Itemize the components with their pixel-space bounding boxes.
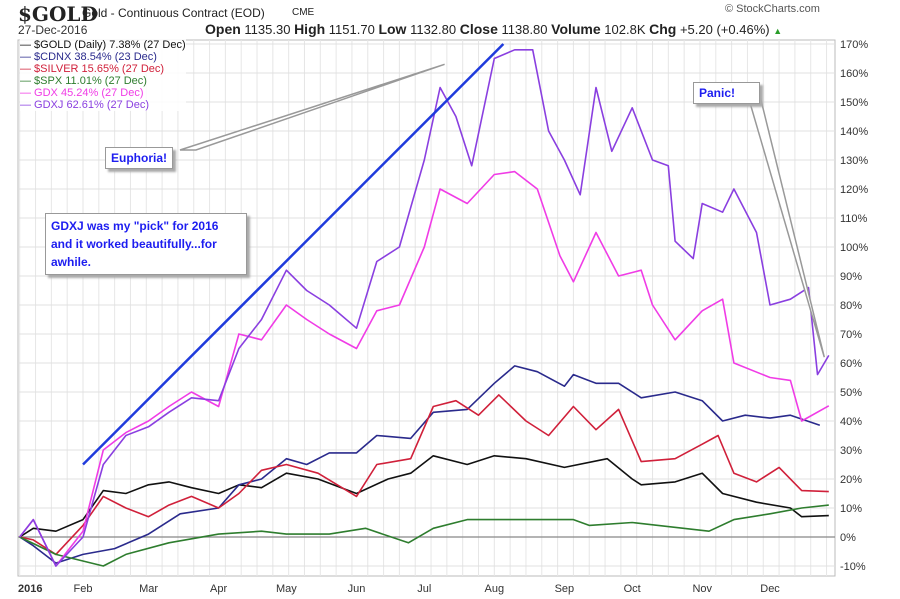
series-line-spx	[19, 504, 829, 567]
series-line-gdx	[19, 170, 830, 567]
y-tick-label: 150%	[840, 97, 868, 109]
x-tick-label: Jul	[417, 583, 431, 595]
open-label: Open	[205, 21, 241, 37]
callout-pointer-euphoria	[179, 63, 445, 151]
high-label: High	[294, 21, 326, 37]
y-tick-label: 30%	[840, 445, 862, 457]
high-value: 1151.70	[328, 22, 375, 37]
x-tick-label: Aug	[485, 583, 505, 595]
y-tick-label: 80%	[840, 300, 862, 312]
y-tick-label: 40%	[840, 416, 862, 428]
x-tick-label: May	[276, 583, 297, 595]
y-tick-label: 20%	[840, 474, 862, 486]
quote-date: 27-Dec-2016	[18, 23, 88, 37]
brand-watermark: © StockCharts.com	[725, 3, 820, 15]
x-tick-label: Jun	[348, 583, 366, 595]
series-line-silver	[19, 394, 829, 556]
legend: — $GOLD (Daily) 7.38% (27 Dec) — $CDNX 38…	[20, 39, 186, 111]
callout-gdxj-pick: GDXJ was my "pick" for 2016 and it worke…	[45, 213, 247, 275]
y-tick-label: 60%	[840, 358, 862, 370]
series-line-cdnx	[19, 365, 821, 564]
y-tick-label: 120%	[840, 184, 868, 196]
symbol: $GOLD	[18, 2, 98, 26]
legend-item: — $CDNX 38.54% (23 Dec)	[20, 51, 157, 63]
legend-item: — $GOLD (Daily) 7.38% (27 Dec)	[20, 39, 186, 51]
ohlc-bar: Open 1135.30 High 1151.70 Low 1132.80 Cl…	[205, 21, 782, 37]
description: Gold - Continuous Contract (EOD)	[82, 6, 265, 20]
legend-item: — GDXJ 62.61% (27 Dec)	[20, 99, 149, 111]
y-tick-label: 70%	[840, 329, 862, 341]
series-line-gold	[19, 455, 829, 538]
legend-item: — $SILVER 15.65% (27 Dec)	[20, 63, 165, 75]
y-tick-label: 130%	[840, 155, 868, 167]
low-value: 1132.80	[410, 22, 457, 37]
y-tick-label: 0%	[840, 532, 856, 544]
x-tick-label: Sep	[555, 583, 575, 595]
x-tick-label: Dec	[760, 583, 780, 595]
y-tick-label: 140%	[840, 126, 868, 138]
legend-item: — GDX 45.24% (27 Dec)	[20, 87, 144, 99]
volume-label: Volume	[551, 21, 601, 37]
close-label: Close	[459, 21, 498, 37]
chg-label: Chg	[649, 21, 677, 37]
y-tick-label: 160%	[840, 68, 868, 80]
plot-area	[17, 39, 836, 577]
exchange: CME	[292, 7, 315, 18]
x-tick-label: Apr	[210, 583, 227, 595]
trendline	[82, 43, 505, 466]
y-tick-label: 90%	[840, 271, 862, 283]
y-tick-label: 110%	[840, 213, 868, 225]
close-value: 1138.80	[501, 22, 548, 37]
y-tick-label: 50%	[840, 387, 862, 399]
up-triangle-icon: ▲	[773, 26, 783, 36]
x-tick-label: 2016	[18, 583, 42, 595]
volume-value: 102.8K	[604, 22, 646, 37]
low-label: Low	[378, 21, 407, 37]
x-tick-label: Oct	[624, 583, 641, 595]
y-tick-label: 170%	[840, 39, 868, 51]
y-tick-label: 10%	[840, 503, 862, 515]
x-tick-label: Mar	[139, 583, 158, 595]
y-tick-label: -10%	[840, 561, 866, 573]
y-tick-label: 100%	[840, 242, 868, 254]
legend-item: — $SPX 11.01% (27 Dec)	[20, 75, 147, 87]
callout-euphoria: Euphoria!	[105, 147, 173, 169]
callout-panic: Panic!	[693, 82, 760, 104]
x-tick-label: Feb	[74, 583, 93, 595]
series-line-gdxj	[19, 49, 830, 567]
open-value: 1135.30	[244, 22, 291, 37]
chg-value: +5.20 (+0.46%)	[679, 22, 770, 37]
x-tick-label: Nov	[692, 583, 712, 595]
